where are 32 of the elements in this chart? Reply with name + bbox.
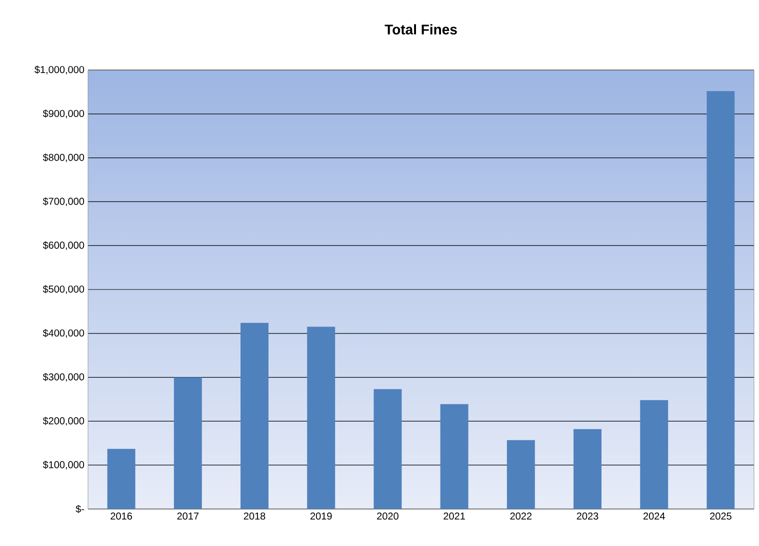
x-tick-label: 2019 <box>310 512 332 520</box>
chart-title: Total Fines <box>384 24 457 34</box>
y-tick-label: $100,000 <box>42 460 84 470</box>
bar <box>307 326 336 509</box>
y-tick-label: $300,000 <box>42 372 84 382</box>
y-tick-label: $800,000 <box>42 153 84 162</box>
y-tick-label: $600,000 <box>42 241 84 250</box>
x-tick-label: 2021 <box>444 512 465 520</box>
bar <box>440 404 468 509</box>
bar <box>174 377 202 509</box>
y-tick-label: $- <box>76 504 84 514</box>
y-tick-label: $900,000 <box>42 110 84 118</box>
x-tick-label: 2018 <box>244 512 266 520</box>
y-tick-label: $400,000 <box>42 329 84 338</box>
y-tick-label: $500,000 <box>42 285 84 294</box>
y-tick-label: $1,000,000 <box>34 66 84 74</box>
bar <box>506 440 535 509</box>
x-tick-label: 2022 <box>510 512 532 520</box>
x-tick-label: 2024 <box>643 512 665 520</box>
x-tick-label: 2025 <box>710 512 732 520</box>
bar <box>640 400 668 509</box>
x-tick-label: 2023 <box>576 512 598 520</box>
y-tick-label: $200,000 <box>42 416 84 426</box>
x-tick-label: 2016 <box>110 512 132 520</box>
bar <box>706 91 735 509</box>
y-tick-label: $700,000 <box>42 197 84 206</box>
x-tick-label: 2017 <box>177 512 199 520</box>
bar <box>374 389 402 509</box>
bar <box>240 322 268 509</box>
bar <box>574 429 602 509</box>
x-tick-label: 2020 <box>377 512 398 520</box>
bar <box>107 448 136 509</box>
